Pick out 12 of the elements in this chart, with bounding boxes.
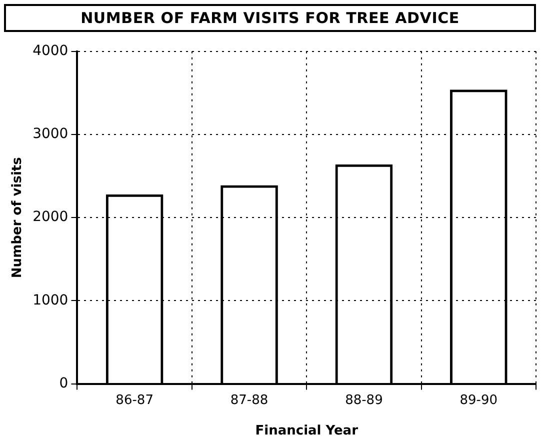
x-tick-label: 87-88 xyxy=(230,392,268,408)
y-tick-label: 2000 xyxy=(32,209,68,226)
y-tick-label: 0 xyxy=(59,375,68,392)
x-axis-title: Financial Year xyxy=(255,424,359,439)
x-tick-label: 86-87 xyxy=(116,392,154,408)
x-tick-label: 88-89 xyxy=(345,392,383,408)
chart-title: NUMBER OF FARM VISITS FOR TREE ADVICE xyxy=(4,4,536,32)
y-tick-label: 4000 xyxy=(32,43,68,60)
x-tick-label: 89-90 xyxy=(460,392,498,408)
y-tick-label: 1000 xyxy=(32,292,68,308)
y-axis-title: Number of visits xyxy=(10,156,26,278)
y-tick-label: 3000 xyxy=(32,126,68,142)
